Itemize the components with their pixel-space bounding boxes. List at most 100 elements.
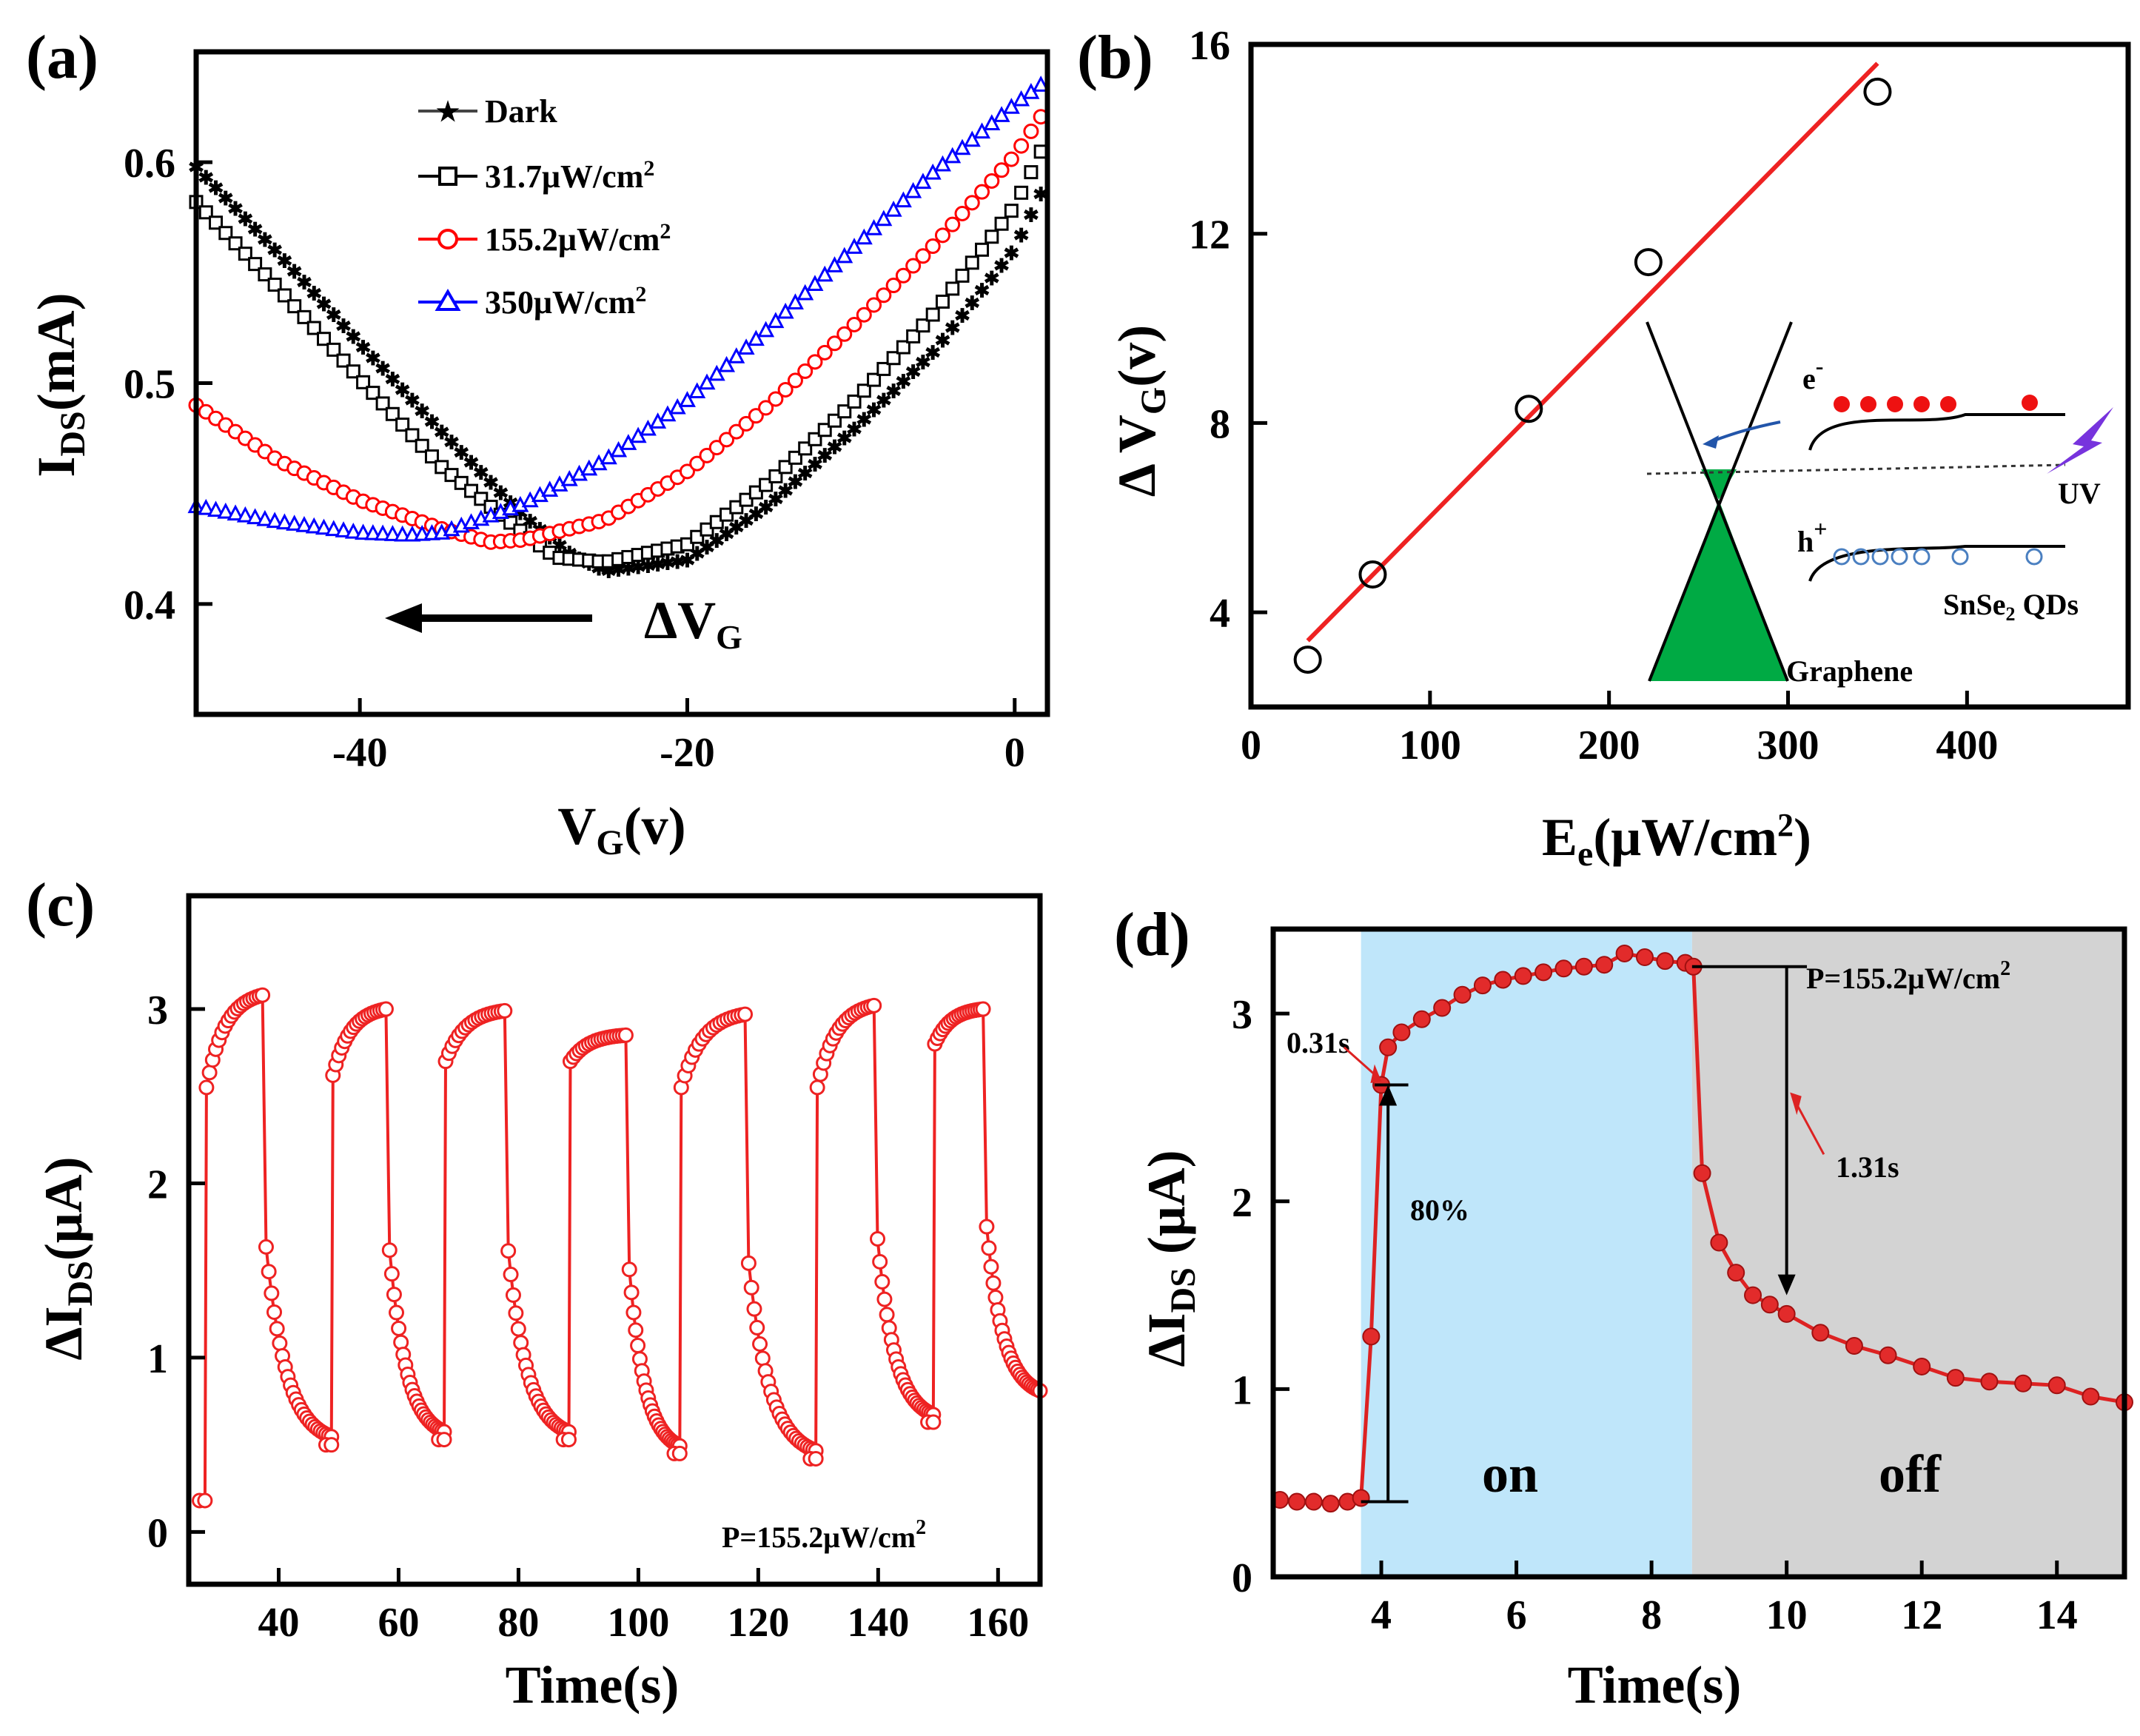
data-point [386, 1287, 402, 1303]
data-point [374, 524, 392, 541]
data-point [981, 1240, 997, 1256]
data-point [424, 449, 439, 464]
data-point: ✱ [935, 330, 951, 352]
data-point [678, 391, 696, 407]
data-point [503, 1267, 519, 1283]
data-point [945, 216, 961, 232]
data-point [317, 332, 331, 346]
data-point [754, 1350, 771, 1367]
data-point [1287, 1492, 1306, 1511]
data-point [393, 1334, 409, 1350]
panel-c-ticks: 40 60 80 100 120 140 160 0 1 2 3 [147, 988, 1029, 1646]
data-point [201, 1065, 218, 1081]
data-point [786, 293, 804, 310]
data-point [1811, 1324, 1830, 1342]
rise-pointer [1343, 1046, 1379, 1079]
data-point [1392, 1023, 1411, 1042]
data-point [1304, 1492, 1323, 1511]
data-point [973, 122, 991, 139]
data-point [993, 162, 1010, 178]
data-point [1554, 959, 1573, 978]
data-point: ✱ [885, 381, 902, 402]
data-point [1574, 957, 1593, 976]
data-point [749, 1319, 765, 1335]
panel-label-d: (d) [1114, 900, 1190, 969]
data-point [335, 521, 352, 537]
data-point: ✱ [286, 261, 303, 283]
data-point: ✱ [414, 401, 430, 422]
data-point: ✱ [974, 281, 990, 302]
legend-square-icon [438, 167, 457, 186]
data-point [688, 382, 706, 399]
data-point [743, 1279, 759, 1296]
data-point: ✱ [905, 362, 922, 383]
data-point: ✱ [748, 504, 764, 526]
data-point [272, 1335, 288, 1351]
panel-c-xlabel: Time(s) [506, 1655, 680, 1715]
data-point: ✱ [1023, 204, 1039, 226]
inset-band-diagram: e- h+ UV SnSe2 QDs Graphene [1646, 321, 2113, 688]
data-point [275, 513, 293, 530]
panel-d-frame [1270, 926, 2127, 1580]
graphene-filled-tip [1701, 469, 1737, 500]
panel-a-ylabel: IDS(mA) [27, 292, 93, 477]
data-point [1744, 1286, 1762, 1304]
panel-b-xtick-label: 0 [1241, 723, 1261, 768]
data-point: ✱ [836, 428, 853, 449]
data-point [964, 195, 980, 211]
legend-155-2: 155.2μW/cm2 [485, 219, 671, 258]
data-point [1362, 1327, 1381, 1346]
panel-d-xtick-label: 12 [1901, 1592, 1942, 1638]
data-point: ✱ [915, 352, 931, 374]
panel-b-xtick-label: 100 [1399, 723, 1461, 768]
data-point [777, 381, 794, 398]
data-point [737, 1006, 754, 1022]
panel-d-fall-time: 1.31s [1836, 1150, 1899, 1184]
data-point [886, 351, 901, 366]
series-3 [188, 109, 1049, 550]
data-point [925, 1414, 942, 1430]
data-point [198, 205, 213, 220]
data-point: ✱ [453, 442, 469, 463]
data-point [757, 321, 775, 338]
data-point: ✱ [277, 250, 293, 272]
data-point [758, 400, 774, 416]
data-point [767, 312, 785, 329]
data-point [856, 383, 871, 398]
data-point: ✱ [247, 219, 264, 241]
data-point [277, 288, 292, 303]
data-point: ✱ [1013, 225, 1030, 247]
panel-c-ytick-label: 3 [147, 988, 168, 1033]
data-point [560, 1432, 577, 1448]
data-point [752, 1336, 768, 1353]
data-point [344, 522, 362, 539]
panel-b-xtick-label: 400 [1936, 723, 1998, 768]
panel-a-xtick-label: -40 [332, 730, 388, 776]
data-point: ✱ [316, 294, 332, 315]
data-point [1358, 560, 1387, 589]
arrow-left-icon [385, 603, 422, 633]
data-point [217, 502, 235, 519]
data-point [906, 329, 921, 343]
data-point [984, 172, 1000, 189]
panel-d-xtick-label: 10 [1766, 1592, 1808, 1638]
data-point [2047, 1376, 2066, 1395]
data-point [975, 1001, 991, 1017]
data-point [1024, 165, 1039, 180]
data-point [378, 1001, 394, 1017]
data-point: ✱ [846, 419, 862, 440]
panel-a-ytick-label: 0.6 [124, 141, 175, 187]
data-point [1760, 1296, 1779, 1314]
data-point [1727, 1264, 1745, 1282]
data-point [305, 517, 323, 534]
data-point [816, 265, 833, 282]
data-point [1494, 971, 1512, 989]
panel-a-xtick-label: 0 [1004, 730, 1025, 776]
data-point [1514, 967, 1532, 985]
data-point [266, 512, 284, 529]
data-point [383, 1266, 400, 1282]
data-point [497, 1002, 513, 1019]
legend-star-icon: ★ [436, 97, 460, 127]
panel-b-ytick-label: 8 [1210, 401, 1230, 447]
